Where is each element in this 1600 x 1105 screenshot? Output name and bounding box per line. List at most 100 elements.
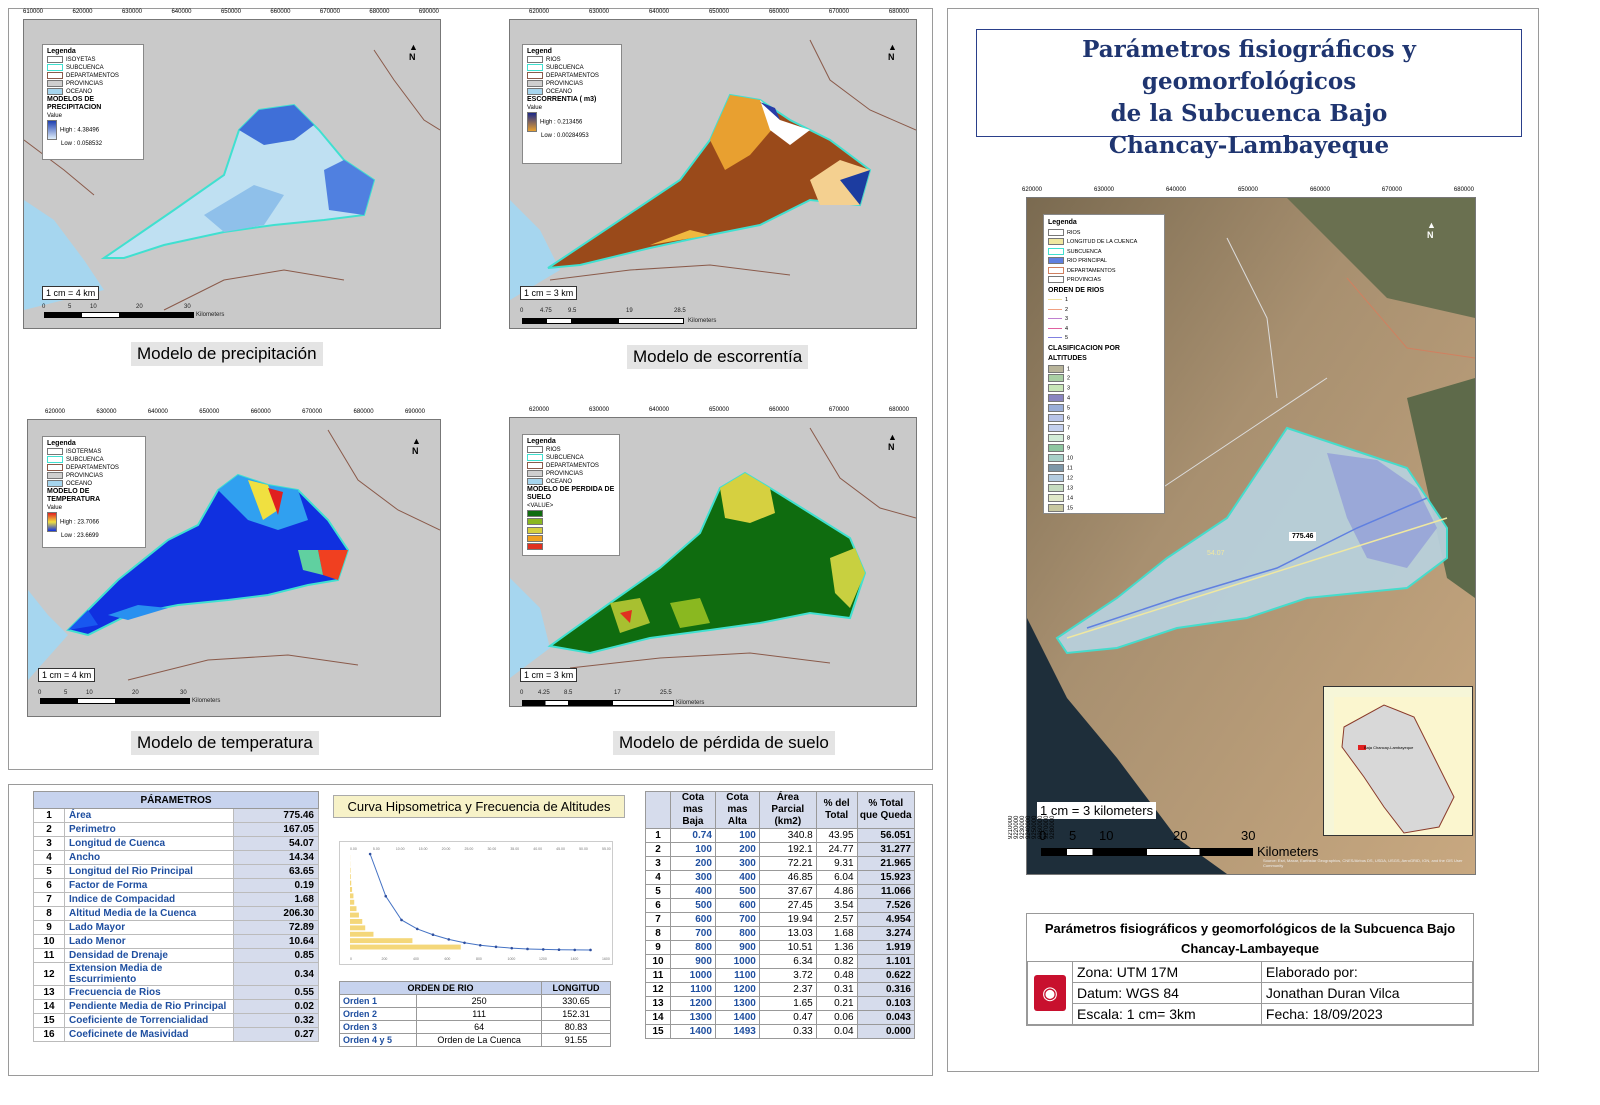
scale-tick: 9.5 [568,308,577,314]
legend-item: DEPARTAMENTOS [546,463,599,470]
table-row: 3 Longitud de Cuenca 54.07 [33,836,319,851]
frequency-bar [350,912,359,918]
altitude-class-label: 13 [1067,485,1074,492]
legend-title: Legenda [1048,219,1077,226]
table-row: 3 200 300 72.21 9.31 21.965 [645,856,916,871]
param-value: 167.05 [233,822,319,837]
orden-legend-label: 2 [1065,306,1069,313]
altitude-cell: 11.066 [856,884,916,899]
orden-length: 80.83 [541,1020,611,1034]
altitude-cell: 0.47 [758,1010,817,1025]
precipitation-caption: Modelo de precipitación [131,342,323,366]
legend-item: PROVINCIAS [66,473,104,480]
param-value: 206.30 [233,906,319,921]
altitude-cell: 1.68 [815,926,858,941]
x-tick: 670000 [828,407,849,413]
main-legend: Legenda RIOS LONGITUD DE LA CUENCA SUBCU… [1043,214,1165,514]
param-number: 13 [33,985,65,1000]
altitude-class-item: 4 [1048,394,1160,404]
altitude-cell: 1300 [714,996,760,1011]
altitude-cell: 500 [714,884,760,899]
altitude-cell: 3.54 [815,898,858,913]
x-tick: 670000 [1381,187,1402,193]
scale-bar [522,318,684,324]
altitude-class-item: 2 [1048,374,1160,384]
table-row: 7 600 700 19.94 2.57 4.954 [645,912,916,927]
altitude-cell: 700 [714,912,760,927]
curve-bottom-tick: 600 [445,957,451,961]
main-scale-bar [1041,848,1253,856]
table-row: 1 Área 775.46 [33,808,319,823]
frequency-bar [350,938,413,944]
param-number: 3 [33,836,65,851]
orden-count: 250 [416,994,543,1008]
param-name: Coeficinete de Masividad [64,1027,234,1042]
altitude-cell: 1000 [670,968,716,983]
param-name: Altitud Media de la Cuenca [64,906,234,921]
altitude-cell: 600 [670,912,716,927]
altitude-cell: 1300 [670,1010,716,1025]
altitude-cell: 4 [645,870,671,885]
param-name: Extension Media de Escurrimiento [64,962,234,986]
scale-text: 1 cm = 3 km [520,286,578,300]
table-row: 5 Longitud del Rio Principal 63.65 [33,864,319,879]
inset-map-canvas [1334,697,1472,835]
tables-panel: PÁRAMETROS 1 Área 775.46 2 Perimetro 167.05 3 L… [8,784,933,1076]
altitude-cell: 1.101 [856,954,916,969]
curve-point [494,945,498,949]
info-escala: Escala: 1 cm= 3km [1072,1003,1262,1025]
table-row: 4 300 400 46.85 6.04 15.923 [645,870,916,885]
precip-x-ticks: 610000 620000 630000 640000 650000 660000 6700… [23,9,439,19]
scale-unit: Kilometers [676,700,705,706]
scale-tick: 19 [626,308,633,314]
param-number: 6 [33,878,65,893]
altitude-class-label: 12 [1067,475,1074,482]
precipitation-map-canvas [24,49,440,311]
table-row: Orden 4 y 5 Orden de La Cuenca 91.55 [338,1033,611,1047]
main-title-box: Parámetros fisiográficos y geomorfológic… [976,29,1522,159]
table-row: 12 Extension Media de Escurrimiento 0.34 [33,962,319,986]
table-row: 9 Lado Mayor 72.89 [33,920,319,935]
frequency-bar [350,925,366,931]
curve-top-tick: 55.00 [602,847,611,851]
legend-value-label: Value [47,505,62,512]
temperature-legend: Legenda ISOTERMAS SUBCUENCA DEPARTAMENTO… [42,436,146,548]
altitude-class-item: 7 [1048,424,1160,434]
x-tick: 690000 [418,9,439,15]
legend-high: High : 4.38496 [60,127,100,134]
orden-name: Orden 3 [338,1020,418,1034]
param-number: 4 [33,850,65,865]
legend-title: Legenda [47,440,76,447]
scale-tick: 0 [520,308,524,314]
param-name: Perimetro [64,822,234,837]
runoff-map-canvas [510,39,916,300]
altitude-cell: 7.526 [856,898,916,913]
scale-tick: 0 [520,690,524,696]
altitude-cell: 1100 [670,982,716,997]
altitude-class-item: 13 [1048,483,1160,494]
param-number: 8 [33,906,65,921]
curve-top-tick: 35.00 [510,847,519,851]
main-title-line2: de la Subcuenca Bajo [1110,100,1388,127]
table-row: 13 1200 1300 1.65 0.21 0.103 [645,996,916,1011]
altitude-cell: 900 [670,954,716,969]
param-number: 10 [33,934,65,949]
scale-tick: 4.25 [538,690,550,696]
legend-item: ISOYETAS [66,57,96,64]
curve-point [573,948,577,952]
legend-item: SUBCUENCA [546,455,584,462]
table-row: 1 0.74 100 340.8 43.95 56.051 [645,828,916,843]
x-tick: 630000 [1093,187,1115,193]
param-name: Lado Mayor [64,920,234,935]
curve-point [478,943,482,947]
orden-name: Orden 2 [338,1007,418,1021]
legend-value-label: Value [47,113,62,120]
altitude-class-item: 12 [1048,473,1160,484]
parameters-table: PÁRAMETROS 1 Área 775.46 2 Perimetro 167.05 3 L… [33,791,319,1042]
north-arrow-icon: ▲ N [1427,220,1436,240]
param-value: 54.07 [233,836,319,851]
legend-title: Legenda [527,438,556,445]
legend-item: PROVINCIAS [1067,277,1101,283]
curve-bottom-tick: 0 [350,957,352,961]
main-scale-text: 1 cm = 3 kilometers [1037,802,1157,819]
